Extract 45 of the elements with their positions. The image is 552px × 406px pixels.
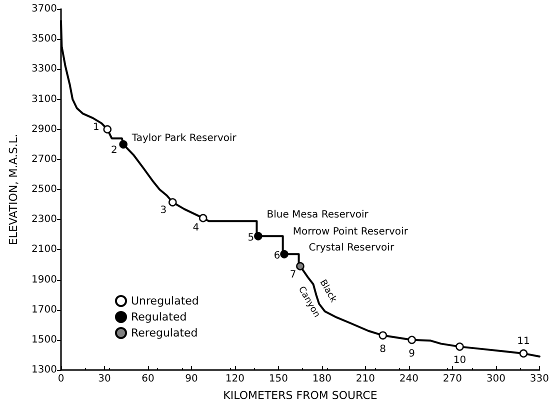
annotation: 6 xyxy=(274,250,280,262)
legend-label: Unregulated xyxy=(131,294,199,308)
y-tick-label: 1300 xyxy=(32,364,57,376)
annotation: 1 xyxy=(93,122,100,133)
annotation: 9 xyxy=(408,348,416,360)
x-tick-label: 30 xyxy=(98,374,111,384)
y-tick-label: 3300 xyxy=(32,64,57,75)
x-tick-label: 60 xyxy=(142,374,154,384)
y-tick-label: 2300 xyxy=(32,214,57,226)
x-tick-label: 330 xyxy=(530,374,550,384)
x-tick-label: 90 xyxy=(185,374,198,384)
annotation: Morrow Point Reservoir xyxy=(292,226,409,238)
y-tick-label: 2500 xyxy=(32,184,57,195)
y-tick-label: 2100 xyxy=(32,244,57,256)
x-tick-label: 180 xyxy=(312,374,332,384)
x-tick-label: 300 xyxy=(486,374,506,384)
x-tick-label: 120 xyxy=(225,374,245,384)
x-tick-label: 210 xyxy=(356,374,376,384)
y-axis-title: ELEVATION, M.A.S.L. xyxy=(7,134,20,246)
annotation: 7 xyxy=(290,270,296,281)
annotation: 2 xyxy=(110,144,118,156)
y-tick-label: 3700 xyxy=(32,4,57,14)
legend-label: Reregulated xyxy=(131,326,198,340)
y-tick-label: 1500 xyxy=(32,334,57,346)
legend-label: Regulated xyxy=(131,310,187,324)
annotation: 8 xyxy=(380,344,386,355)
x-tick-label: 0 xyxy=(58,374,64,384)
annotation: 5 xyxy=(248,232,254,244)
y-tick-label: 3100 xyxy=(32,94,57,105)
y-tick-label: 3500 xyxy=(32,34,57,45)
x-tick-label: 240 xyxy=(399,374,419,384)
annotation: 4 xyxy=(192,222,200,234)
x-axis-title: KILOMETERS FROM SOURCE xyxy=(223,389,378,402)
annotation: 11 xyxy=(517,336,530,347)
y-tick-label: 2900 xyxy=(32,124,57,135)
y-tick-label: 2700 xyxy=(32,154,57,165)
annotation: 3 xyxy=(160,204,167,216)
annotation: Crystal Reservoir xyxy=(308,242,395,254)
x-tick-label: 150 xyxy=(268,374,288,384)
x-tick-label: 270 xyxy=(442,374,462,384)
annotation: 10 xyxy=(453,355,466,366)
annotation: Taylor Park Reservoir xyxy=(130,132,238,144)
annotation: Blue Mesa Reservoir xyxy=(266,210,370,221)
y-tick-label: 1900 xyxy=(32,274,57,286)
y-tick-label: 1700 xyxy=(32,304,57,316)
